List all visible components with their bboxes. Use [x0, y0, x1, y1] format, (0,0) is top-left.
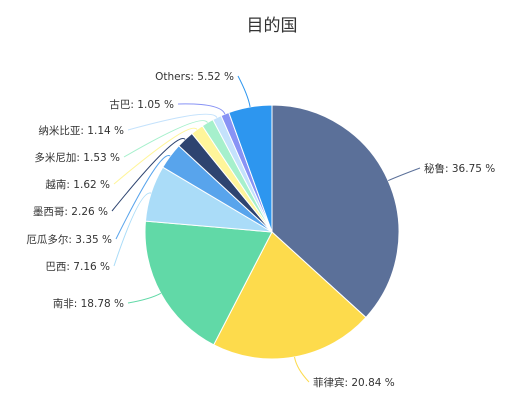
leader-line-9	[177, 103, 226, 115]
pie-slice-10[interactable]	[228, 104, 273, 233]
slice-label-6: 越南: 1.62 %	[45, 178, 110, 191]
slice-label-5: 墨西哥: 2.26 %	[33, 206, 108, 218]
leader-line-3	[113, 192, 152, 267]
slice-label-7: 多米尼加: 1.53 %	[34, 151, 120, 164]
leader-line-5	[111, 138, 186, 212]
leader-lines	[111, 75, 421, 383]
pie-slices	[144, 104, 400, 360]
slice-label-8: 纳米比亚: 1.14 %	[38, 124, 124, 137]
slice-label-0: 秘鲁: 36.75 %	[424, 162, 495, 175]
leader-line-8	[127, 113, 218, 131]
pie-slice-1[interactable]	[213, 231, 367, 360]
slice-label-3: 巴西: 7.16 %	[45, 261, 110, 273]
pie-slice-0[interactable]	[271, 104, 400, 319]
slice-label-1: 菲律宾: 20.84 %	[313, 376, 395, 389]
chart-title: 目的国	[247, 16, 298, 36]
slice-labels: 秘鲁: 36.75 % 菲律宾: 20.84 % 南非: 18.78 % 巴西: 7.…	[26, 71, 495, 389]
leader-line-4	[115, 155, 171, 240]
slice-label-2: 南非: 18.78 %	[53, 297, 124, 310]
leader-line-7	[123, 120, 208, 158]
slice-label-10: Others: 5.52 %	[155, 71, 234, 83]
leader-line-2	[127, 292, 162, 304]
leader-line-6	[113, 127, 198, 185]
slice-label-4: 厄瓜多尔: 3.35 %	[26, 233, 112, 246]
leader-line-1	[294, 356, 310, 383]
leader-line-10	[237, 75, 251, 107]
leader-line-0	[387, 167, 421, 182]
slice-label-9: 古巴: 1.05 %	[109, 98, 174, 111]
